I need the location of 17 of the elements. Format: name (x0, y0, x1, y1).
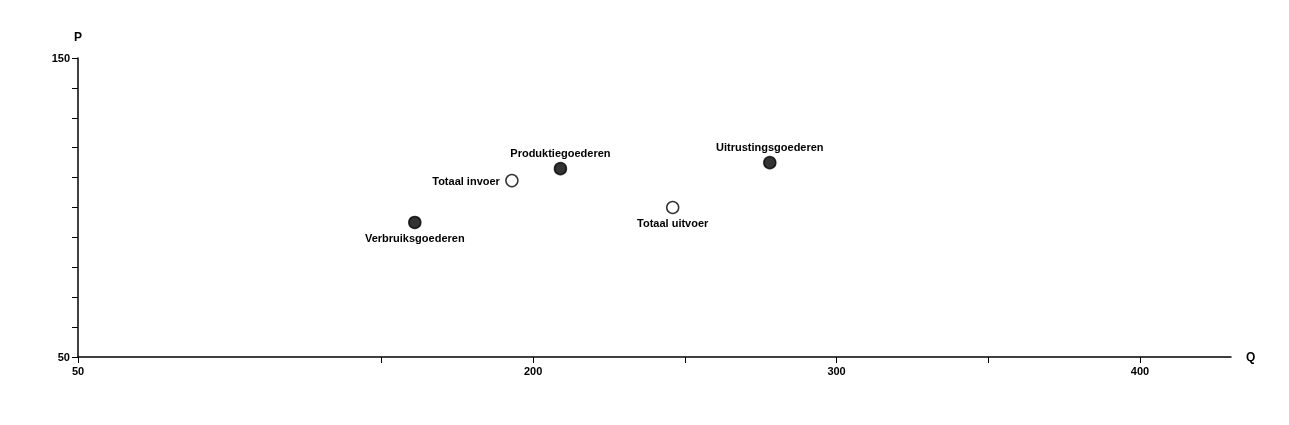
annotation: Verbruiksgoederen (364, 231, 465, 244)
point (553, 161, 568, 176)
y-axis-title: P (73, 30, 83, 44)
point (408, 215, 422, 230)
point (505, 173, 519, 188)
point (665, 200, 680, 215)
annotation: Uitrustingsgoederen (716, 141, 824, 154)
x-axis-title: Q (1246, 350, 1256, 364)
x-tick-label: 200 (523, 364, 543, 377)
x-tick-label: 50 (71, 364, 85, 377)
annotation: Totaal uitvoer (637, 217, 710, 229)
x-tick-label: 300 (827, 364, 846, 377)
annotation: Produktiegoederen (510, 147, 611, 160)
annotation: Totaal invoer (432, 174, 501, 187)
y-tick-label: 150 (51, 52, 70, 64)
point (763, 155, 777, 170)
x-tick-label: 400 (1130, 364, 1150, 377)
